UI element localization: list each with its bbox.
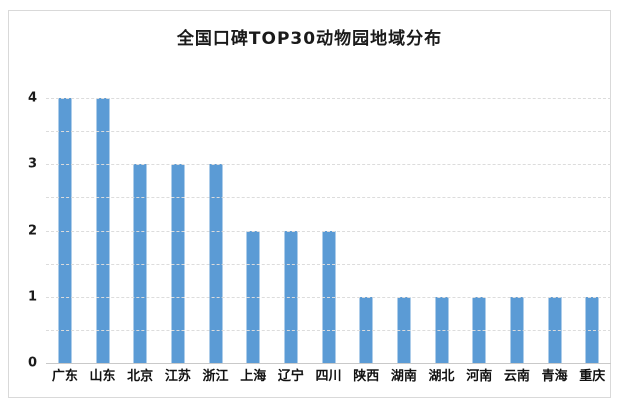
- gridline: [46, 296, 611, 298]
- gridline: [46, 329, 611, 331]
- x-axis-tick-label: 上海: [240, 369, 267, 384]
- gridline: [46, 230, 611, 232]
- y-axis-tick-label: 2: [27, 223, 37, 238]
- gridline: [46, 131, 611, 133]
- x-axis-tick-label: 广东: [51, 369, 78, 384]
- x-axis-tick-label: 重庆: [579, 369, 606, 384]
- x-axis-tick-label: 湖北: [428, 369, 455, 384]
- chart-title: 全国口碑TOP30动物园地域分布: [176, 29, 443, 49]
- x-axis-labels: 广东 山东 北京 江苏 浙江 上海 辽宁 四川 陕西 湖南 湖北 河南 云南 青海 重庆: [46, 368, 611, 386]
- y-axis-tick-label: 3: [27, 156, 37, 172]
- gridline: [46, 263, 611, 265]
- x-axis-tick-label: 北京: [127, 369, 154, 384]
- x-axis-tick-label: 云南: [503, 369, 530, 384]
- gridline: [46, 164, 611, 166]
- x-axis-tick-label: 浙江: [202, 369, 229, 384]
- gridline: [46, 98, 611, 99]
- y-axis-tick-label: 0: [27, 355, 37, 371]
- x-axis-tick-label: 陕西: [353, 369, 380, 384]
- gridline: [46, 197, 611, 199]
- chart-frame: 全国口碑TOP30动物园地域分布 广东 山东 北京 江苏 浙江 上海 辽宁 四川 陕西 湖南 湖北河…: [8, 10, 611, 398]
- x-axis-tick-label: 河南: [466, 369, 493, 384]
- x-axis-tick-label: 辽宁: [277, 369, 304, 384]
- x-axis-tick-label: 四川: [315, 369, 342, 384]
- plot-area: [46, 98, 611, 364]
- x-axis-tick-label: 湖南: [390, 369, 417, 384]
- y-axis-tick-label: 4: [27, 90, 37, 106]
- x-axis-tick-label: 山东: [89, 369, 116, 384]
- x-axis-tick-label: 青海: [541, 369, 568, 384]
- x-axis-tick-label: 江苏: [164, 369, 191, 384]
- y-axis-tick-label: 1: [27, 289, 37, 305]
